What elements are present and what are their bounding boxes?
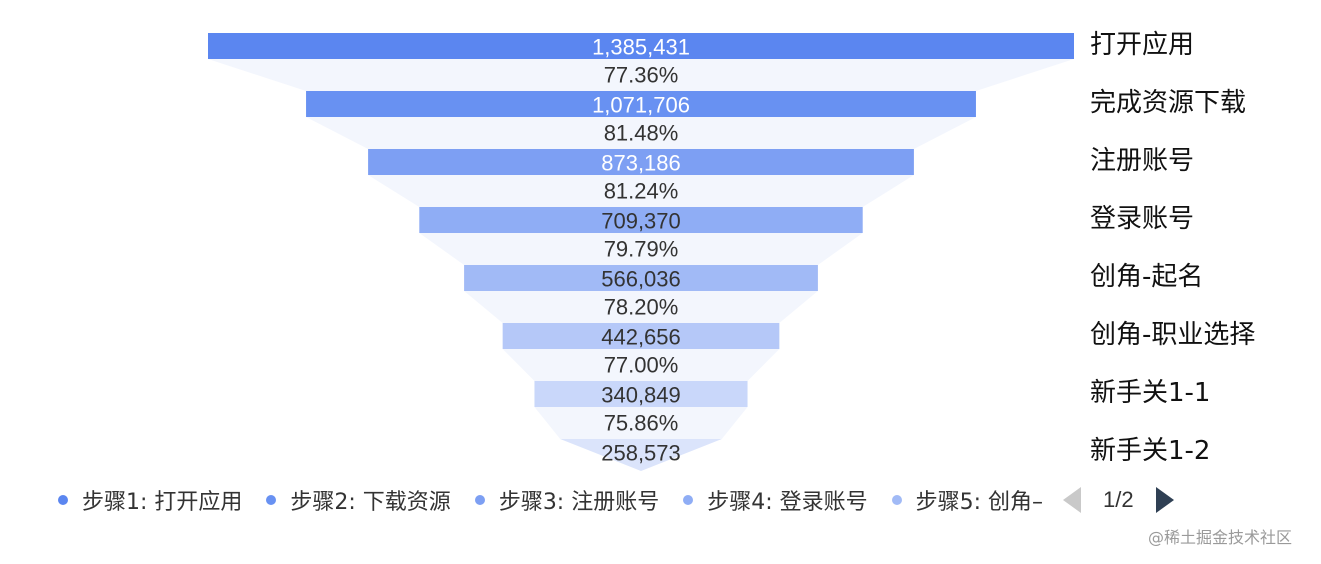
legend-dot-step3 bbox=[474, 495, 485, 505]
funnel-value-label-5: 566,036 bbox=[601, 267, 681, 292]
funnel-value-label-2: 1,071,706 bbox=[592, 93, 690, 118]
funnel-value-label-3: 873,186 bbox=[601, 151, 681, 176]
funnel-connector-6 bbox=[502, 349, 780, 381]
conversion-rate-label-4: 79.79% bbox=[604, 237, 679, 262]
conversion-rate-label-2: 81.48% bbox=[604, 121, 679, 146]
funnel-connector-2 bbox=[306, 117, 976, 149]
legend-dot-step4 bbox=[683, 495, 694, 505]
funnel-bar-4[interactable] bbox=[419, 207, 863, 233]
legend-item-step1[interactable]: 步骤1: 打开应用 bbox=[58, 484, 242, 516]
funnel-connector-7 bbox=[534, 407, 748, 439]
funnel-stage-label-6: 创角-职业选择 bbox=[1090, 320, 1255, 350]
conversion-rate-label-6: 77.00% bbox=[604, 353, 679, 378]
funnel-bar-5[interactable] bbox=[464, 265, 818, 291]
prev-page-icon[interactable] bbox=[1063, 487, 1082, 513]
legend: 步骤1: 打开应用 步骤2: 下载资源 步骤3: 注册账号 步骤4: 登录账号 … bbox=[58, 482, 1174, 518]
legend-label-step2: 步骤2: 下载资源 bbox=[290, 490, 451, 515]
conversion-rate-label-3: 81.24% bbox=[604, 179, 679, 204]
funnel-stage-label-2: 完成资源下载 bbox=[1090, 88, 1246, 118]
legend-dot-step5 bbox=[891, 495, 902, 505]
next-page-icon[interactable] bbox=[1155, 487, 1174, 513]
funnel-connector-5 bbox=[464, 291, 818, 323]
funnel-value-label-8: 258,573 bbox=[601, 441, 681, 466]
funnel-bar-7[interactable] bbox=[534, 381, 748, 407]
funnel-connector-4 bbox=[419, 233, 863, 265]
funnel-stage-label-3: 注册账号 bbox=[1090, 146, 1194, 176]
legend-page-indicator: 1/2 bbox=[1103, 487, 1134, 512]
funnel-stage-label-5: 创角-起名 bbox=[1090, 262, 1203, 292]
funnel-value-label-4: 709,370 bbox=[601, 209, 681, 234]
funnel-bar-2[interactable] bbox=[306, 91, 976, 117]
legend-item-step2[interactable]: 步骤2: 下载资源 bbox=[266, 484, 451, 516]
funnel-stage-label-1: 打开应用 bbox=[1090, 30, 1194, 60]
legend-item-step5[interactable]: 步骤5: 创角– bbox=[891, 484, 1044, 516]
funnel-chart: 1,385,431 打开应用 77.36% 1,071,706 完成资源下载 81.48%… bbox=[208, 30, 1255, 471]
funnel-value-label-1: 1,385,431 bbox=[592, 35, 690, 60]
funnel-bar-3[interactable] bbox=[368, 149, 914, 175]
funnel-value-label-6: 442,656 bbox=[601, 325, 681, 350]
legend-label-step4: 步骤4: 登录账号 bbox=[707, 490, 868, 515]
conversion-rate-label-5: 78.20% bbox=[604, 295, 679, 320]
conversion-rate-label-1: 77.36% bbox=[604, 63, 679, 88]
watermark: @稀土掘金技术社区 bbox=[1148, 528, 1293, 547]
funnel-connector-1 bbox=[208, 59, 1074, 91]
legend-item-step4[interactable]: 步骤4: 登录账号 bbox=[683, 484, 868, 516]
legend-dot-step1 bbox=[58, 495, 68, 505]
funnel-stage-label-7: 新手关1-1 bbox=[1090, 378, 1210, 408]
funnel-value-label-7: 340,849 bbox=[601, 383, 681, 408]
legend-pager: 1/2 bbox=[1063, 487, 1174, 513]
legend-label-step5: 步骤5: 创角– bbox=[915, 490, 1044, 515]
conversion-rate-label-7: 75.86% bbox=[604, 411, 679, 436]
funnel-stage-label-8: 新手关1-2 bbox=[1090, 436, 1210, 466]
funnel-stage-label-4: 登录账号 bbox=[1090, 204, 1194, 234]
funnel-bar-8[interactable] bbox=[560, 439, 722, 471]
funnel-bar-6[interactable] bbox=[502, 323, 780, 349]
funnel-connector-3 bbox=[368, 175, 914, 207]
legend-label-step3: 步骤3: 注册账号 bbox=[498, 490, 660, 515]
legend-item-step3[interactable]: 步骤3: 注册账号 bbox=[474, 484, 660, 516]
funnel-bar-1[interactable] bbox=[208, 33, 1074, 59]
legend-dot-step2 bbox=[266, 495, 277, 505]
legend-label-step1: 步骤1: 打开应用 bbox=[82, 490, 243, 515]
